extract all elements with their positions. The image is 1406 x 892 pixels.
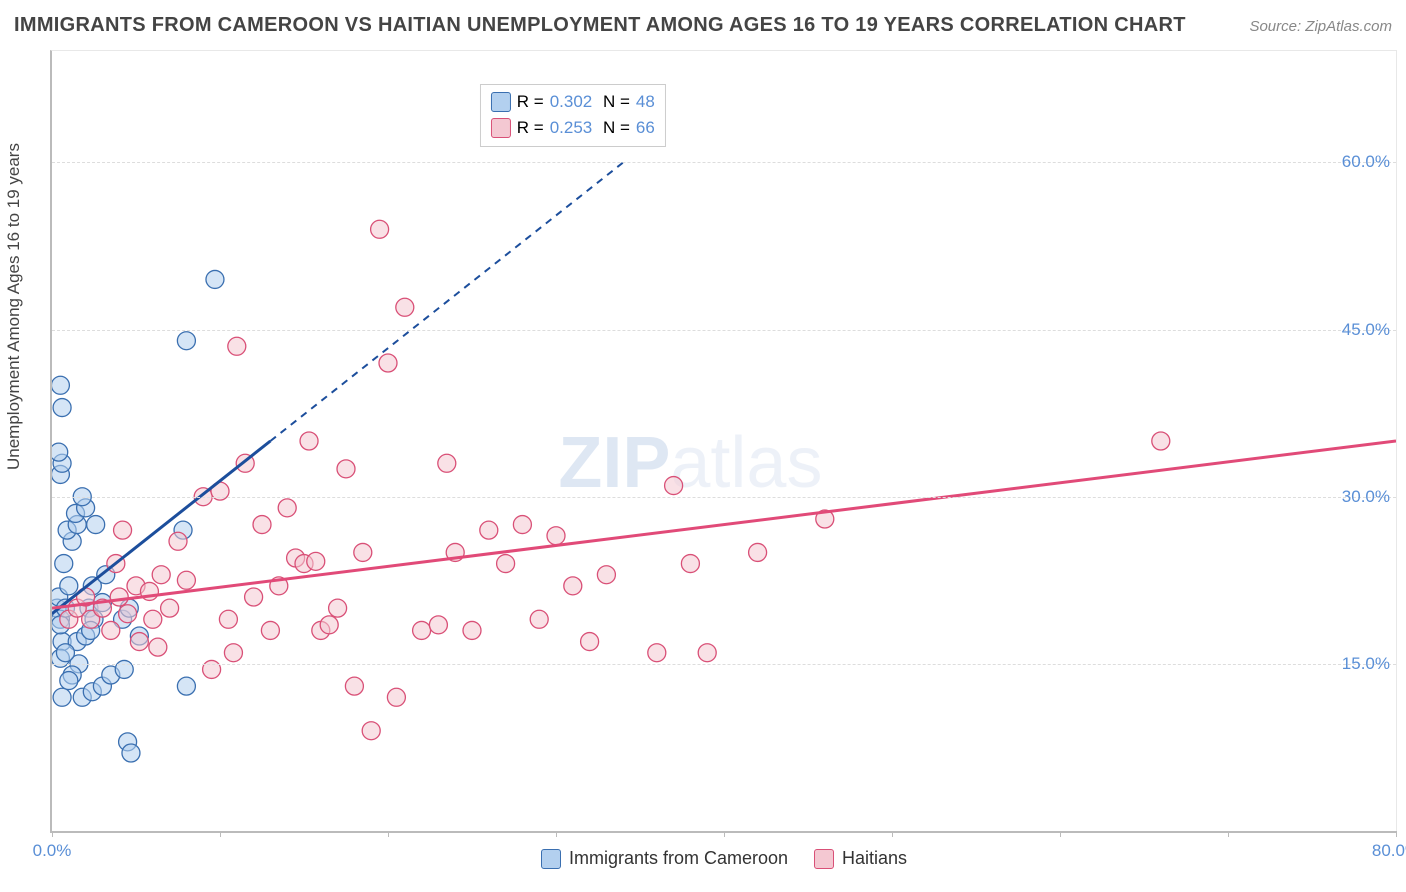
scatter-point <box>300 432 318 450</box>
scatter-point <box>396 298 414 316</box>
scatter-point <box>102 621 120 639</box>
x-tick-label: 0.0% <box>33 841 72 861</box>
scatter-point <box>307 552 325 570</box>
legend-label: Immigrants from Cameroon <box>569 848 788 869</box>
scatter-point <box>278 499 296 517</box>
legend-row-haitians: R = 0.253 N = 66 <box>491 115 655 141</box>
scatter-point <box>60 672 78 690</box>
scatter-point <box>149 638 167 656</box>
scatter-point <box>177 332 195 350</box>
scatter-point <box>110 588 128 606</box>
scatter-point <box>56 644 74 662</box>
swatch-pink-icon <box>491 118 511 138</box>
scatter-point <box>337 460 355 478</box>
scatter-point <box>320 616 338 634</box>
scatter-point <box>698 644 716 662</box>
scatter-point <box>530 610 548 628</box>
y-tick-label: 30.0% <box>1342 487 1390 507</box>
scatter-point <box>261 621 279 639</box>
scatter-point <box>1152 432 1170 450</box>
scatter-point <box>413 621 431 639</box>
n-value: 48 <box>636 89 655 115</box>
chart-svg <box>52 51 1396 831</box>
scatter-point <box>354 543 372 561</box>
scatter-point <box>87 516 105 534</box>
scatter-point <box>55 555 73 573</box>
scatter-point <box>597 566 615 584</box>
scatter-point <box>152 566 170 584</box>
scatter-point <box>130 633 148 651</box>
scatter-point <box>52 443 68 461</box>
scatter-point <box>497 555 515 573</box>
y-tick-label: 60.0% <box>1342 152 1390 172</box>
scatter-point <box>122 744 140 762</box>
scatter-point <box>224 644 242 662</box>
scatter-point <box>648 644 666 662</box>
legend-label: Haitians <box>842 848 907 869</box>
source-attribution: Source: ZipAtlas.com <box>1249 18 1392 35</box>
scatter-point <box>345 677 363 695</box>
scatter-point <box>387 688 405 706</box>
scatter-point <box>681 555 699 573</box>
scatter-point <box>161 599 179 617</box>
r-value: 0.253 <box>550 115 593 141</box>
scatter-point <box>177 677 195 695</box>
scatter-point <box>379 354 397 372</box>
scatter-point <box>749 543 767 561</box>
scatter-point <box>53 688 71 706</box>
y-tick-label: 45.0% <box>1342 320 1390 340</box>
correlation-legend: R = 0.302 N = 48 R = 0.253 N = 66 <box>480 84 666 147</box>
scatter-point <box>52 376 69 394</box>
scatter-point <box>245 588 263 606</box>
scatter-point <box>329 599 347 617</box>
legend-item-cameroon: Immigrants from Cameroon <box>541 848 788 869</box>
scatter-point <box>206 270 224 288</box>
scatter-point <box>60 577 78 595</box>
scatter-point <box>253 516 271 534</box>
plot-area: ZIPatlas R = 0.302 N = 48 R = 0.253 N = … <box>50 50 1397 833</box>
scatter-point <box>119 605 137 623</box>
scatter-point <box>371 220 389 238</box>
legend-row-cameroon: R = 0.302 N = 48 <box>491 89 655 115</box>
scatter-point <box>53 399 71 417</box>
scatter-point <box>581 633 599 651</box>
swatch-pink-icon <box>814 849 834 869</box>
swatch-blue-icon <box>491 92 511 112</box>
chart-title: IMMIGRANTS FROM CAMEROON VS HAITIAN UNEM… <box>14 14 1186 37</box>
scatter-point <box>114 521 132 539</box>
scatter-point <box>513 516 531 534</box>
series-legend: Immigrants from Cameroon Haitians <box>52 848 1396 869</box>
scatter-point <box>177 571 195 589</box>
y-tick-label: 15.0% <box>1342 654 1390 674</box>
scatter-point <box>564 577 582 595</box>
r-value: 0.302 <box>550 89 593 115</box>
scatter-point <box>665 477 683 495</box>
scatter-point <box>438 454 456 472</box>
scatter-point <box>228 337 246 355</box>
y-axis-label: Unemployment Among Ages 16 to 19 years <box>4 143 24 470</box>
swatch-blue-icon <box>541 849 561 869</box>
scatter-point <box>219 610 237 628</box>
scatter-point <box>547 527 565 545</box>
scatter-point <box>362 722 380 740</box>
legend-item-haitians: Haitians <box>814 848 907 869</box>
scatter-point <box>429 616 447 634</box>
scatter-point <box>480 521 498 539</box>
x-tick-label: 80.0% <box>1372 841 1406 861</box>
n-value: 66 <box>636 115 655 141</box>
scatter-point <box>169 532 187 550</box>
scatter-point <box>144 610 162 628</box>
scatter-point <box>463 621 481 639</box>
